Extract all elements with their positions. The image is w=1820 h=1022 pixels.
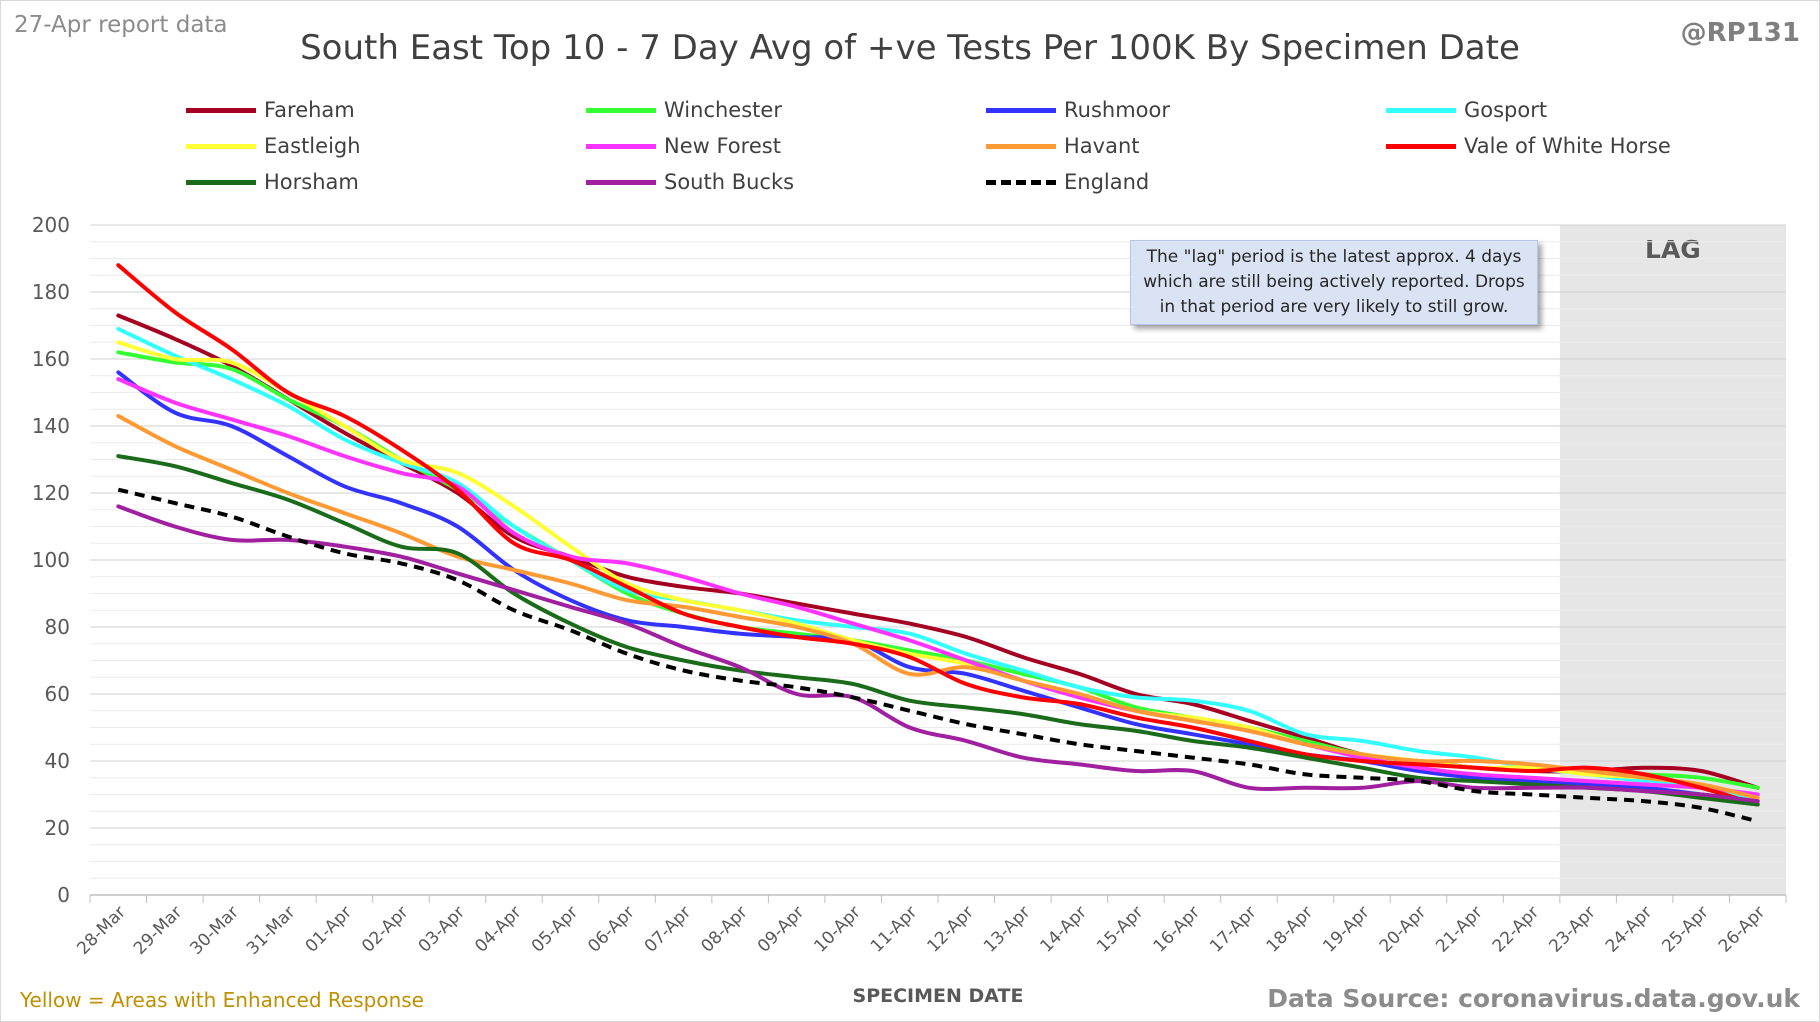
legend-label: Vale of White Horse: [1464, 134, 1671, 158]
x-tick-label: 10-Apr: [810, 902, 864, 956]
legend-label: Rushmoor: [1064, 98, 1170, 122]
legend-swatch: [1386, 107, 1456, 113]
legend-swatch: [1386, 143, 1456, 149]
series-line-rushmoor: [116, 370, 1760, 804]
legend-label: Fareham: [264, 98, 355, 122]
x-tick-label: 17-Apr: [1206, 902, 1260, 956]
legend-item-eastleigh: Eastleigh: [186, 131, 586, 161]
legend-item-horsham: Horsham: [186, 167, 586, 197]
x-tick-label: 26-Apr: [1715, 902, 1769, 956]
x-tick-label: 29-Mar: [130, 902, 186, 958]
legend-swatch: [186, 107, 256, 113]
series-line-havant: [116, 414, 1760, 800]
y-tick-label: 80: [45, 615, 70, 639]
legend-item-new-forest: New Forest: [586, 131, 986, 161]
x-tick-label: 23-Apr: [1545, 902, 1599, 956]
lag-label: LAG: [1645, 235, 1701, 264]
series-line-new-forest: [116, 377, 1760, 797]
author-handle: @RP131: [1680, 18, 1800, 48]
y-tick-label: 200: [32, 213, 70, 237]
x-tick-label: 20-Apr: [1376, 902, 1430, 956]
y-tick-label: 180: [32, 280, 70, 304]
legend-item-rushmoor: Rushmoor: [986, 95, 1386, 125]
legend-item-fareham: Fareham: [186, 95, 586, 125]
x-tick-label: 09-Apr: [754, 902, 808, 956]
series-line-horsham: [116, 454, 1760, 807]
legend-label: England: [1064, 170, 1150, 194]
y-tick-label: 100: [32, 548, 70, 572]
x-tick-label: 03-Apr: [415, 902, 469, 956]
y-tick-label: 160: [32, 347, 70, 371]
x-tick-label: 28-Mar: [73, 902, 129, 958]
legend-label: Havant: [1064, 134, 1140, 158]
legend-swatch: [986, 143, 1056, 149]
series-line-england: [117, 487, 1759, 824]
enhanced-response-note: Yellow = Areas with Enhanced Response: [20, 988, 424, 1012]
x-tick-label: 02-Apr: [358, 902, 412, 956]
legend-label: South Bucks: [664, 170, 795, 194]
series-line-eastleigh: [116, 340, 1760, 800]
legend-label: Gosport: [1464, 98, 1548, 122]
legend-item-havant: Havant: [986, 131, 1386, 161]
chart-title: South East Top 10 - 7 Day Avg of +ve Tes…: [300, 28, 1520, 68]
legend-item-england: England: [986, 167, 1386, 197]
y-tick-label: 20: [45, 816, 70, 840]
x-tick-label: 18-Apr: [1263, 902, 1317, 956]
legend-swatch: [986, 179, 1056, 185]
y-tick-label: 60: [45, 682, 70, 706]
series-line-south-bucks: [116, 504, 1760, 804]
y-tick-label: 0: [57, 883, 70, 907]
series-line-winchester: [116, 350, 1760, 790]
legend-swatch: [586, 179, 656, 185]
y-tick-label: 40: [45, 749, 70, 773]
legend-swatch: [186, 143, 256, 149]
x-tick-label: 07-Apr: [641, 902, 695, 956]
legend-label: Eastleigh: [264, 134, 361, 158]
x-tick-label: 12-Apr: [923, 902, 977, 956]
x-tick-label: 19-Apr: [1319, 902, 1373, 956]
legend-item-winchester: Winchester: [586, 95, 986, 125]
x-tick-label: 11-Apr: [867, 902, 921, 956]
legend-item-south-bucks: South Bucks: [586, 167, 986, 197]
x-tick-label: 30-Mar: [186, 902, 242, 958]
legend-item-vale-of-white-horse: Vale of White Horse: [1386, 131, 1786, 161]
legend-label: New Forest: [664, 134, 781, 158]
x-tick-label: 01-Apr: [302, 902, 356, 956]
x-tick-label: 25-Apr: [1658, 902, 1712, 956]
legend-swatch: [986, 107, 1056, 113]
x-tick-label: 21-Apr: [1432, 902, 1486, 956]
x-tick-label: 24-Apr: [1602, 902, 1656, 956]
x-tick-label: 16-Apr: [1150, 902, 1204, 956]
y-tick-label: 120: [32, 481, 70, 505]
lag-note: The "lag" period is the latest approx. 4…: [1130, 240, 1538, 325]
x-tick-label: 04-Apr: [471, 902, 525, 956]
x-tick-label: 22-Apr: [1489, 902, 1543, 956]
chart-legend: Fareham Winchester Rushmoor Gosport Eastleig…: [186, 95, 1786, 197]
x-tick-label: 06-Apr: [584, 902, 638, 956]
series-line-gosport: [116, 326, 1760, 804]
y-tick-label: 140: [32, 414, 70, 438]
x-axis-title: SPECIMEN DATE: [853, 985, 1024, 1007]
x-tick-label: 08-Apr: [697, 902, 751, 956]
x-tick-label: 05-Apr: [528, 902, 582, 956]
x-tick-label: 15-Apr: [1093, 902, 1147, 956]
report-date-label: 27-Apr report data: [14, 12, 228, 38]
legend-item-gosport: Gosport: [1386, 95, 1786, 125]
legend-label: Winchester: [664, 98, 782, 122]
legend-label: Horsham: [264, 170, 359, 194]
x-tick-label: 14-Apr: [1037, 902, 1091, 956]
data-source: Data Source: coronavirus.data.gov.uk: [1267, 984, 1800, 1013]
legend-swatch: [586, 143, 656, 149]
series-line-vale-of-white-horse: [116, 263, 1760, 807]
x-tick-label: 31-Mar: [243, 902, 299, 958]
x-tick-label: 13-Apr: [980, 902, 1034, 956]
legend-swatch: [186, 179, 256, 185]
legend-swatch: [586, 107, 656, 113]
